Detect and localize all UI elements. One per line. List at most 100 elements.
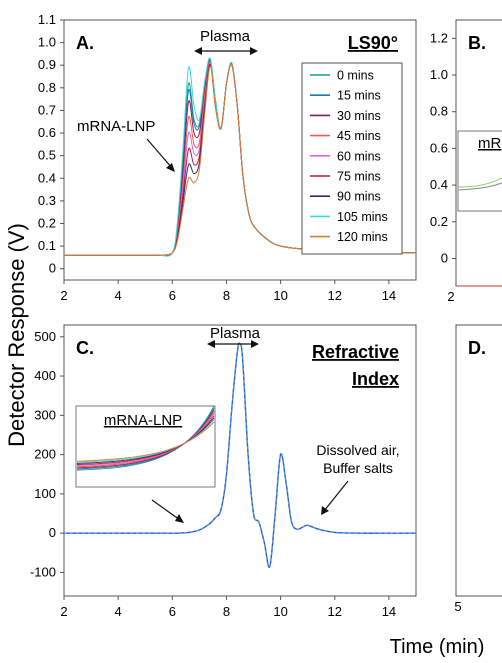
y-tick-label: 1.0 bbox=[38, 35, 56, 50]
y-tick-label: 100 bbox=[34, 486, 56, 501]
y-tick-label: 0 bbox=[49, 525, 56, 540]
panel-c-inset-arrow bbox=[151, 499, 184, 523]
panel-b-inset-curves bbox=[458, 177, 502, 188]
panel-c-letter: C. bbox=[76, 338, 94, 358]
panel-c-x-axis: 2 4 6 8 10 12 14 bbox=[60, 596, 396, 619]
x-tick-label: 8 bbox=[223, 604, 230, 619]
legend-entry: 15 mins bbox=[337, 89, 381, 103]
legend-entry: 60 mins bbox=[337, 149, 381, 163]
panel-a-y-axis: 0 0.1 0.2 0.3 0.4 0.5 0.6 0.7 0.8 0.9 1.0 1.1 bbox=[38, 12, 64, 276]
y-tick-label: 0.1 bbox=[38, 238, 56, 253]
legend-entry: 75 mins bbox=[337, 170, 381, 184]
x-tick-label: 6 bbox=[169, 604, 176, 619]
panel-a-frame bbox=[63, 19, 417, 281]
inset-curve bbox=[76, 407, 215, 470]
y-tick-label: 0.8 bbox=[430, 104, 448, 119]
panel-c-series-lines bbox=[63, 342, 416, 568]
panel-c-annotation-line1: Dissolved air, bbox=[316, 442, 399, 458]
panel-b-inset-curves-2 bbox=[458, 182, 502, 191]
x-tick-label: 2 bbox=[60, 604, 67, 619]
legend-entry: 30 mins bbox=[337, 109, 381, 123]
legend-entry: 0 mins bbox=[337, 69, 374, 83]
panel-a-x-axis: 2 4 6 8 10 12 14 bbox=[60, 280, 396, 303]
inset-curve bbox=[76, 409, 215, 469]
y-tick-label: 500 bbox=[34, 329, 56, 344]
x-tick-label: 14 bbox=[382, 604, 396, 619]
panel-a-annotation-arrow bbox=[146, 138, 175, 172]
y-tick-label: 0.2 bbox=[38, 215, 56, 230]
panel-d: 5 D. bbox=[454, 324, 502, 614]
figure-xlabel: Time (min) bbox=[390, 636, 485, 658]
x-tick-label: 2 bbox=[447, 289, 454, 304]
y-tick-label: 0.9 bbox=[38, 57, 56, 72]
y-tick-label: 0 bbox=[441, 250, 448, 265]
panel-c-annotation-arrow bbox=[321, 480, 349, 515]
panel-b-inset: mR bbox=[457, 130, 502, 212]
x-tick-label: 2 bbox=[60, 288, 67, 303]
panel-b-inset-label: mR bbox=[478, 135, 501, 152]
panel-c-frame bbox=[63, 324, 417, 597]
panel-c: -100 0 100 200 300 400 500 2 4 6 8 10 12 14 C. Refra… bbox=[30, 324, 417, 619]
y-tick-label: 400 bbox=[34, 368, 56, 383]
x-tick-label: 10 bbox=[273, 604, 287, 619]
y-tick-label: 0.4 bbox=[430, 177, 448, 192]
y-tick-label: 0.7 bbox=[38, 102, 56, 117]
x-tick-label: 6 bbox=[169, 288, 176, 303]
panel-d-letter: D. bbox=[468, 338, 486, 358]
series-line-overlay bbox=[63, 342, 416, 568]
legend-entry: 45 mins bbox=[337, 129, 381, 143]
panel-c-plasma-arrow bbox=[207, 340, 259, 348]
panel-c-detector-title-line2: Index bbox=[352, 369, 399, 389]
y-tick-label: 300 bbox=[34, 407, 56, 422]
y-tick-label: 200 bbox=[34, 447, 56, 462]
x-tick-label: 12 bbox=[328, 288, 342, 303]
y-tick-label: 0.3 bbox=[38, 193, 56, 208]
series-line bbox=[64, 63, 417, 256]
panel-a-plasma-label: Plasma bbox=[200, 28, 251, 45]
panel-a: 0 0.1 0.2 0.3 0.4 0.5 0.6 0.7 0.8 0.9 1.0 1.1 2 4 6 8 1… bbox=[38, 12, 417, 303]
y-tick-label: 1.1 bbox=[38, 12, 56, 27]
y-tick-label: 0.2 bbox=[430, 214, 448, 229]
inset-curve bbox=[76, 411, 215, 468]
inset-curve bbox=[76, 419, 215, 463]
legend-entry: 90 mins bbox=[337, 190, 381, 204]
panel-c-y-axis: -100 0 100 200 300 400 500 bbox=[30, 329, 64, 579]
panel-c-inset-label: mRNA-LNP bbox=[104, 412, 182, 429]
x-tick-label: 4 bbox=[115, 288, 122, 303]
panel-b-letter: B. bbox=[468, 33, 486, 53]
panel-a-letter: A. bbox=[76, 33, 94, 53]
legend-entry: 105 mins bbox=[337, 210, 388, 224]
panel-c-annotation-line2: Buffer salts bbox=[323, 460, 393, 476]
y-tick-label: -100 bbox=[30, 564, 56, 579]
x-tick-label: 5 bbox=[454, 599, 461, 614]
inset-curve bbox=[76, 413, 215, 467]
panel-a-annotation: mRNA-LNP bbox=[77, 118, 155, 135]
y-tick-label: 0 bbox=[49, 261, 56, 276]
inset-curve bbox=[76, 405, 215, 471]
panel-c-inset-curves bbox=[76, 405, 215, 471]
panel-b: 0 0.2 0.4 0.6 0.8 1.0 1.2 2 B. mR bbox=[430, 19, 502, 304]
x-tick-label: 12 bbox=[328, 604, 342, 619]
panel-b-inset-frame bbox=[457, 130, 502, 212]
panel-b-x-axis: 2 bbox=[447, 289, 454, 304]
y-tick-label: 0.6 bbox=[430, 140, 448, 155]
y-tick-label: 0.4 bbox=[38, 170, 56, 185]
y-tick-label: 0.5 bbox=[38, 148, 56, 163]
figure-ylabel: Detector Response (V) bbox=[4, 223, 29, 447]
panel-a-legend: 0 mins 15 mins 30 mins 45 mins 60 mins 75 min… bbox=[301, 62, 403, 255]
x-tick-label: 14 bbox=[382, 288, 396, 303]
inset-curve bbox=[76, 421, 215, 462]
panel-c-inset-frame bbox=[75, 405, 216, 488]
panel-a-detector-title: LS90° bbox=[348, 33, 398, 53]
x-tick-label: 8 bbox=[223, 288, 230, 303]
x-tick-label: 4 bbox=[115, 604, 122, 619]
panel-c-inset: mRNA-LNP bbox=[75, 405, 216, 488]
inset-curve bbox=[76, 415, 215, 465]
panel-c-detector-title-line1: Refractive bbox=[312, 342, 399, 362]
y-tick-label: 1.0 bbox=[430, 67, 448, 82]
panel-b-y-axis: 0 0.2 0.4 0.6 0.8 1.0 1.2 bbox=[430, 30, 456, 265]
y-tick-label: 1.2 bbox=[430, 30, 448, 45]
panel-a-plasma-arrow bbox=[194, 47, 258, 55]
panel-c-plasma-label: Plasma bbox=[210, 325, 261, 342]
